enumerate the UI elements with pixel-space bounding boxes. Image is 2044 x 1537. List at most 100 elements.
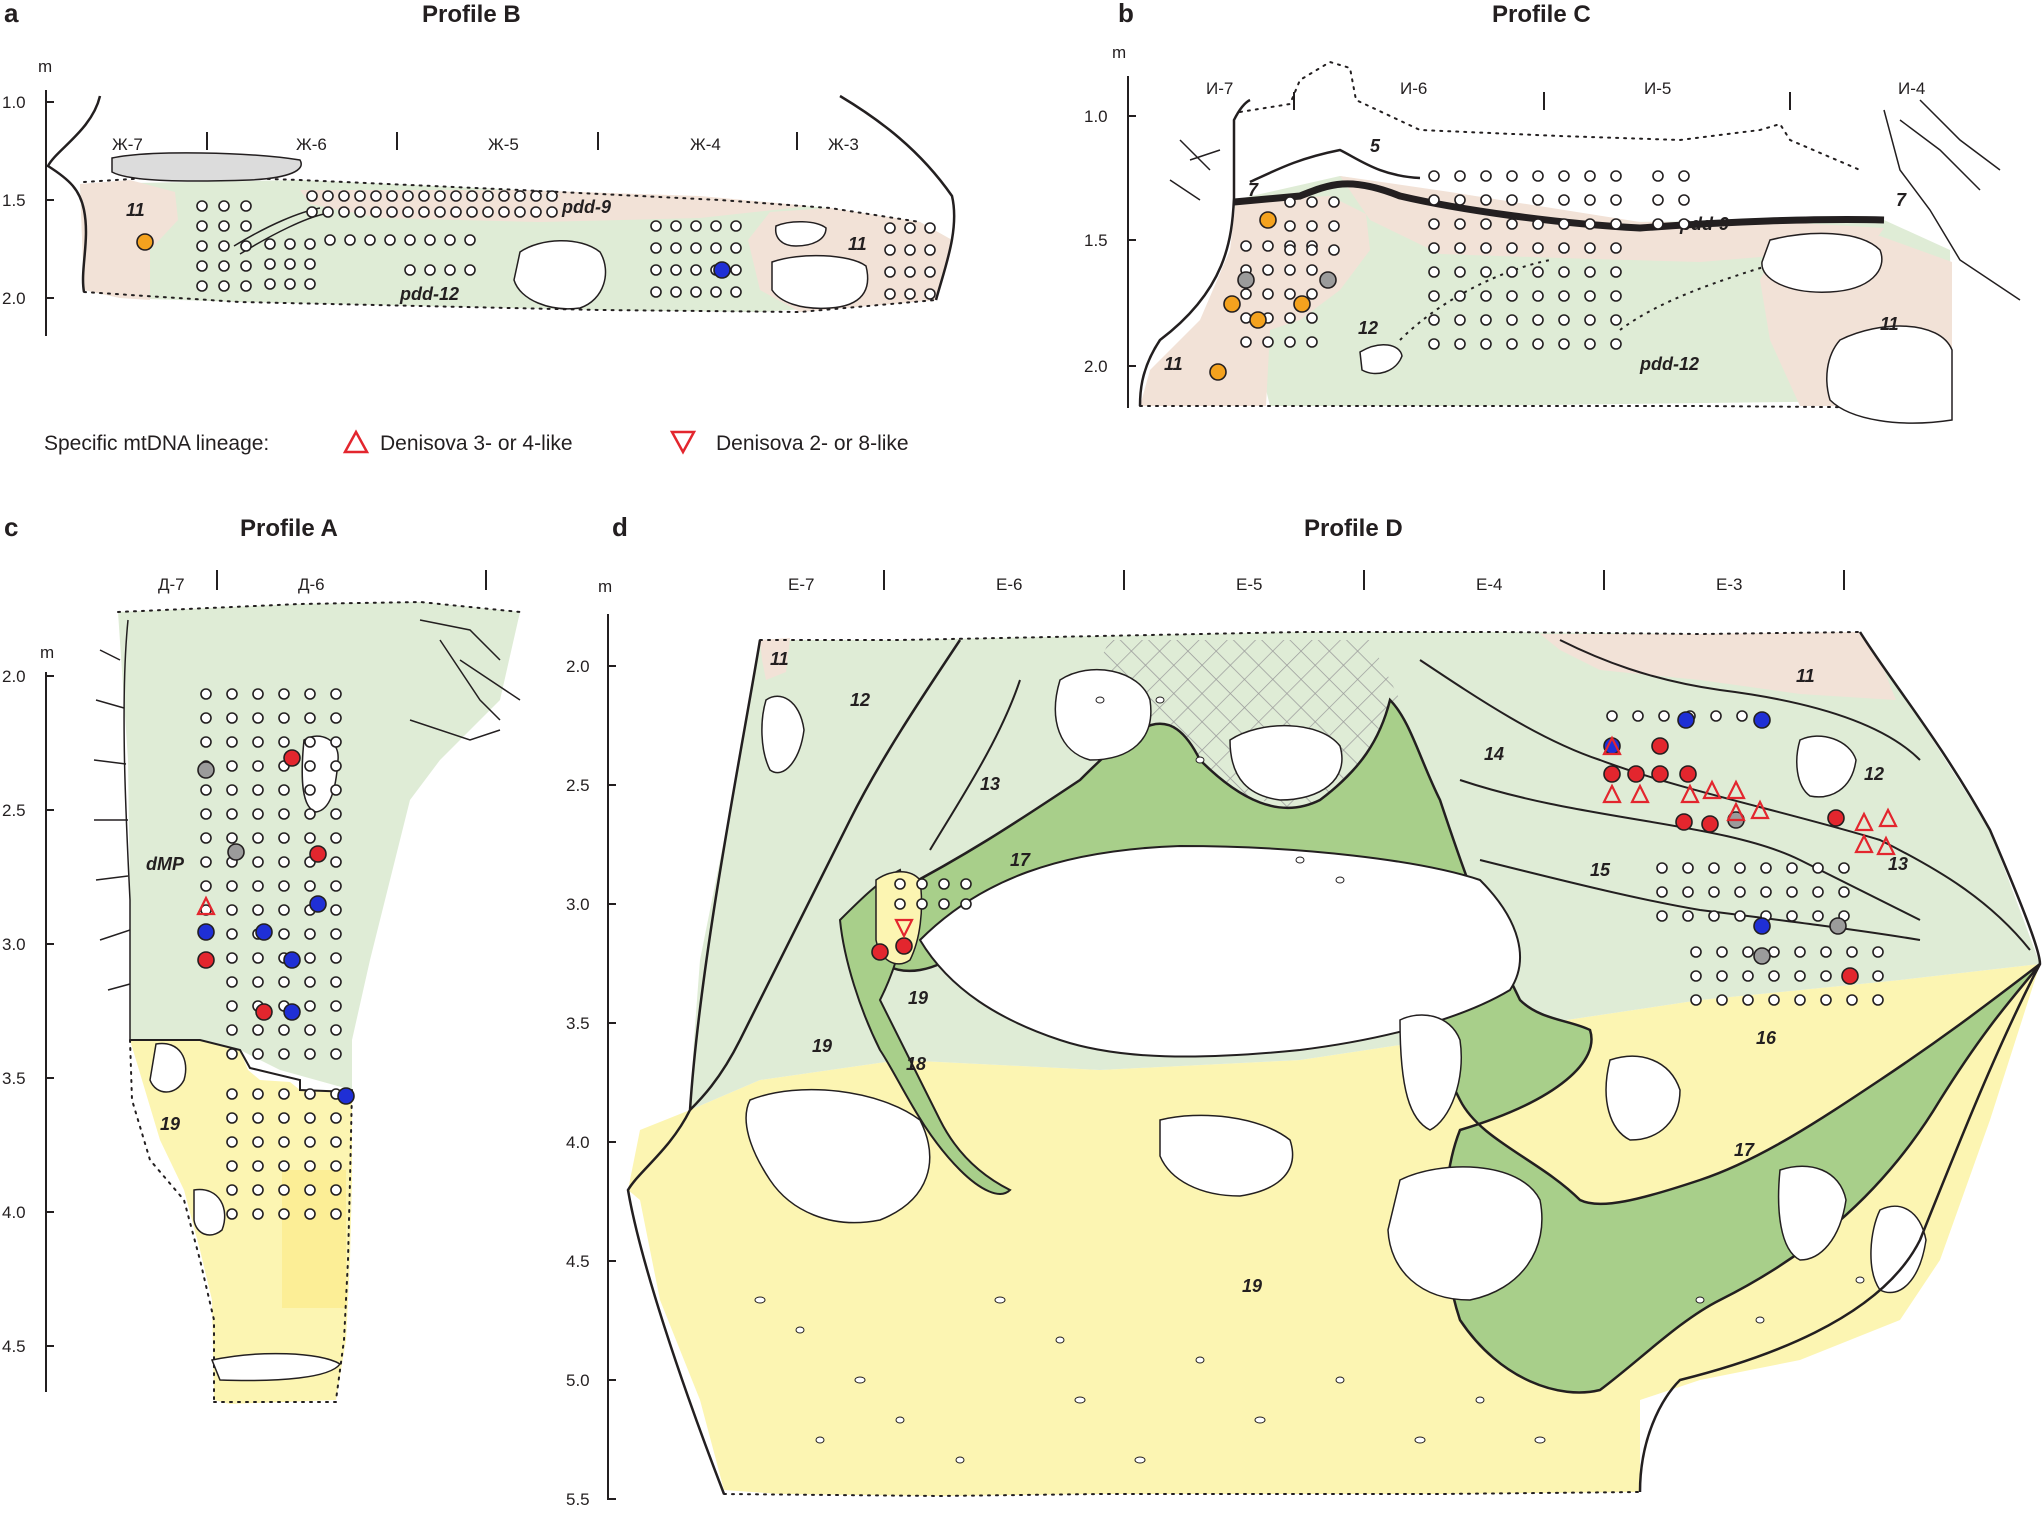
sample-point [1428, 266, 1440, 278]
layer-19-yellow-d [628, 964, 2040, 1496]
sample-point [226, 736, 238, 748]
square-label-b-1: И-6 [1400, 79, 1427, 98]
sample-point [1610, 266, 1622, 278]
stippled-lens-a [111, 152, 302, 182]
sample-point [197, 951, 215, 969]
sample-point [278, 832, 290, 844]
sample-point [1734, 910, 1746, 922]
sample-point [1306, 336, 1318, 348]
layer-label-a-1: pdd-9 [561, 197, 611, 217]
sample-point [278, 688, 290, 700]
sample-point [304, 1000, 316, 1012]
sample-point [1652, 170, 1664, 182]
layer-label-d-2: 13 [980, 774, 1000, 794]
sample-point [1558, 314, 1570, 326]
sample-point [1716, 946, 1728, 958]
sample-point [1428, 290, 1440, 302]
sample-point [278, 1088, 290, 1100]
rock-b-1 [1761, 232, 1883, 293]
sample-point [1506, 290, 1518, 302]
sample-point [1262, 288, 1274, 300]
sample-point [1610, 314, 1622, 326]
sample-point [200, 688, 212, 700]
sample-point [252, 1088, 264, 1100]
sample-point [1240, 240, 1252, 252]
sample-point [218, 260, 230, 272]
sample-point [1532, 338, 1544, 350]
triangle-up-icon [1602, 735, 1622, 756]
sample-point [444, 234, 456, 246]
sample-point [226, 1048, 238, 1060]
sample-point [1293, 295, 1311, 313]
sample-point [884, 266, 896, 278]
sample-point [710, 220, 722, 232]
sample-point [322, 206, 334, 218]
sample-point [330, 712, 342, 724]
sample-point [278, 1184, 290, 1196]
rock-c-3 [193, 1188, 226, 1236]
sample-point [1532, 266, 1544, 278]
sample-point [1428, 170, 1440, 182]
sample-point [226, 688, 238, 700]
depth-tick-b-2: 2.0 [1084, 357, 1108, 376]
sample-point [482, 190, 494, 202]
sample-point [252, 688, 264, 700]
sample-point [1506, 194, 1518, 206]
triangle-up-icon [1854, 833, 1874, 854]
square-label-a-4: Ж-3 [828, 135, 859, 154]
triangle-up-icon [1726, 801, 1746, 822]
sample-point [1760, 862, 1772, 874]
layer-label-d-0: 11 [770, 649, 789, 669]
sample-point [304, 1088, 316, 1100]
sample-point [364, 234, 376, 246]
sample-point [226, 1136, 238, 1148]
layer-label-a-0: 11 [126, 200, 145, 220]
layer-label-c-0: dMP [146, 854, 185, 874]
sample-point [226, 784, 238, 796]
sample-point [1454, 338, 1466, 350]
sample-point [450, 206, 462, 218]
rock-a-2 [771, 254, 869, 310]
sample-point [1428, 242, 1440, 254]
sample-point [252, 1208, 264, 1220]
sample-point [218, 220, 230, 232]
sample-point [196, 260, 208, 272]
legend-down-label: Denisova 2- or 8-like [716, 432, 909, 455]
sample-point [1240, 336, 1252, 348]
sample-point [1716, 970, 1728, 982]
sample-point [1328, 244, 1340, 256]
sample-points-a [136, 190, 936, 300]
sample-point [1786, 862, 1798, 874]
sample-point [1532, 242, 1544, 254]
sample-point [1651, 765, 1669, 783]
sample-point [304, 832, 316, 844]
sample-point [1753, 917, 1771, 935]
sample-point [710, 286, 722, 298]
sample-point [894, 898, 906, 910]
sample-point [404, 234, 416, 246]
axis-unit-c: m [40, 643, 54, 662]
sample-point [1284, 196, 1296, 208]
sample-point [464, 264, 476, 276]
sample-point [337, 1087, 355, 1105]
sample-point [1606, 710, 1618, 722]
sample-point [226, 712, 238, 724]
sample-point [1506, 170, 1518, 182]
sample-point [904, 244, 916, 256]
sample-point [284, 238, 296, 250]
sample-point [1652, 218, 1664, 230]
sample-point [895, 937, 913, 955]
sample-point [1454, 170, 1466, 182]
sample-point [304, 880, 316, 892]
sample-point [304, 736, 316, 748]
sample-point [1710, 710, 1722, 722]
sample-point [1558, 242, 1570, 254]
sample-point [1584, 266, 1596, 278]
sample-point [434, 206, 446, 218]
sample-point [1678, 170, 1690, 182]
sample-point [218, 280, 230, 292]
sample-point [498, 206, 510, 218]
sample-point [252, 1160, 264, 1172]
sample-point [226, 928, 238, 940]
boulder-d-4 [1159, 1114, 1294, 1197]
